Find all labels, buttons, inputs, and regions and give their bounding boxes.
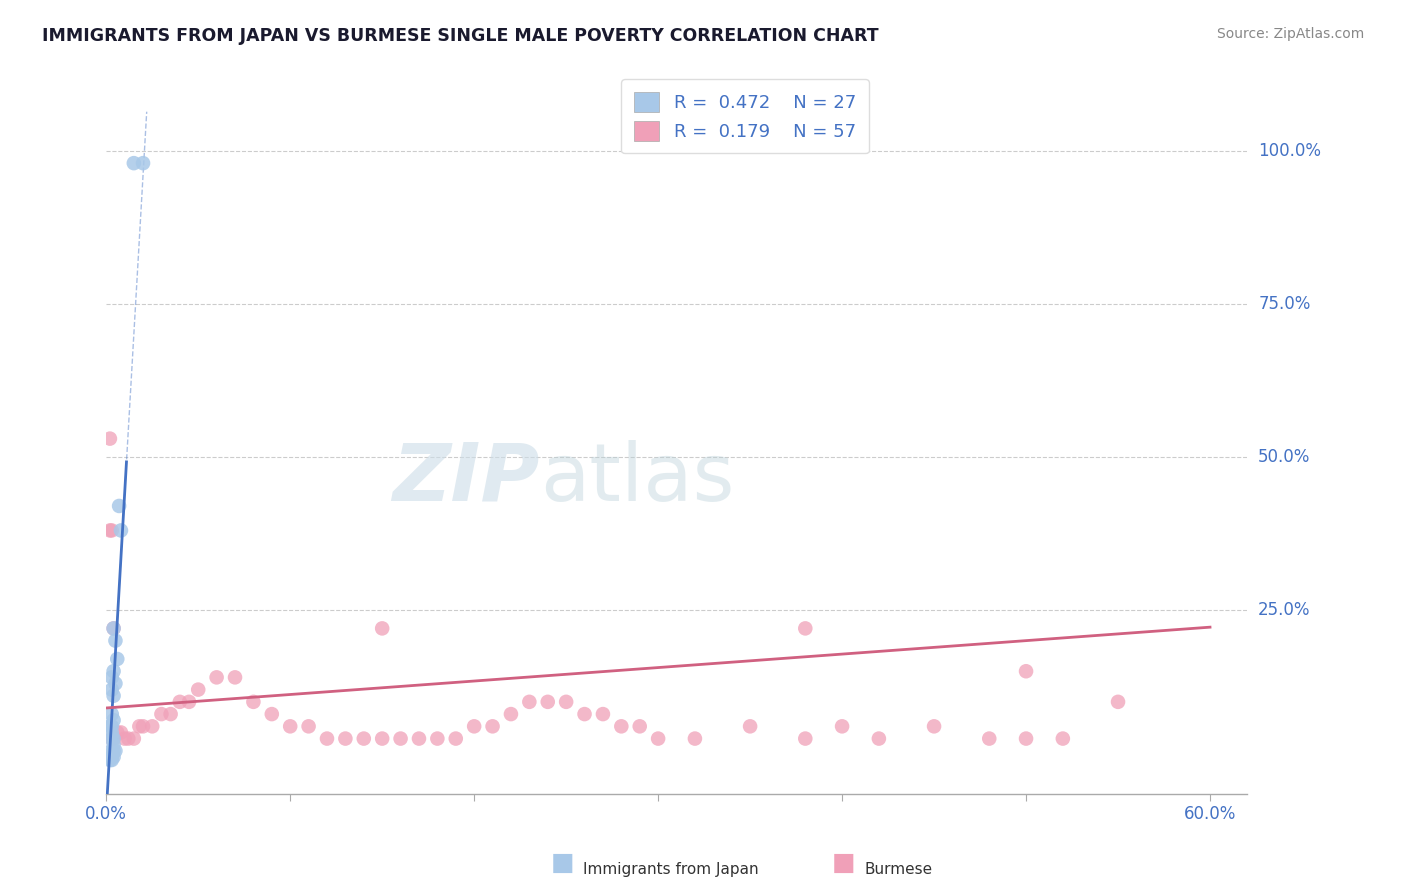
- Point: [98, 524, 121, 538]
- Point: [122, 156, 145, 170]
- Point: [105, 725, 128, 739]
- Point: [979, 731, 1001, 746]
- Point: [98, 753, 121, 767]
- Text: 50.0%: 50.0%: [1258, 448, 1310, 466]
- Point: [868, 731, 890, 746]
- Point: [100, 725, 122, 739]
- Point: [371, 731, 394, 746]
- Text: atlas: atlas: [540, 440, 734, 517]
- Point: [389, 731, 412, 746]
- Point: [1052, 731, 1074, 746]
- Point: [1107, 695, 1129, 709]
- Point: [537, 695, 560, 709]
- Point: [103, 738, 125, 752]
- Point: [103, 750, 125, 764]
- Point: [740, 719, 762, 733]
- Text: 100.0%: 100.0%: [1258, 142, 1322, 160]
- Point: [100, 750, 122, 764]
- Point: [103, 689, 125, 703]
- Point: [371, 621, 394, 635]
- Point: [100, 731, 122, 746]
- Point: [100, 670, 122, 684]
- Point: [114, 731, 136, 746]
- Point: [105, 652, 128, 666]
- Text: ZIP: ZIP: [392, 440, 540, 517]
- Text: IMMIGRANTS FROM JAPAN VS BURMESE SINGLE MALE POVERTY CORRELATION CHART: IMMIGRANTS FROM JAPAN VS BURMESE SINGLE …: [42, 27, 879, 45]
- Point: [108, 499, 131, 513]
- Point: [100, 707, 122, 722]
- Point: [103, 744, 125, 758]
- Text: ■: ■: [551, 851, 574, 875]
- Point: [794, 621, 817, 635]
- Point: [647, 731, 669, 746]
- Point: [100, 744, 122, 758]
- Point: [499, 707, 522, 722]
- Point: [100, 524, 122, 538]
- Point: [117, 731, 139, 746]
- Point: [278, 719, 301, 733]
- Point: [100, 753, 122, 767]
- Point: [98, 719, 121, 733]
- Point: [574, 707, 596, 722]
- Point: [104, 744, 127, 758]
- Point: [187, 682, 209, 697]
- Point: [103, 731, 125, 746]
- Point: [132, 719, 155, 733]
- Point: [104, 676, 127, 690]
- Point: [100, 731, 122, 746]
- Point: [103, 621, 125, 635]
- Point: [426, 731, 449, 746]
- Text: ■: ■: [832, 851, 855, 875]
- Point: [104, 633, 127, 648]
- Point: [683, 731, 706, 746]
- Point: [481, 719, 503, 733]
- Point: [98, 432, 121, 446]
- Point: [922, 719, 945, 733]
- Point: [150, 707, 173, 722]
- Point: [205, 670, 228, 684]
- Point: [517, 695, 540, 709]
- Point: [628, 719, 651, 733]
- Point: [103, 665, 125, 679]
- Point: [100, 682, 122, 697]
- Legend: R =  0.472    N = 27, R =  0.179    N = 57: R = 0.472 N = 27, R = 0.179 N = 57: [621, 79, 869, 153]
- Point: [592, 707, 614, 722]
- Point: [159, 707, 181, 722]
- Text: 25.0%: 25.0%: [1258, 601, 1310, 619]
- Text: Source: ZipAtlas.com: Source: ZipAtlas.com: [1216, 27, 1364, 41]
- Point: [110, 725, 132, 739]
- Point: [353, 731, 375, 746]
- Point: [335, 731, 357, 746]
- Point: [110, 524, 132, 538]
- Text: 75.0%: 75.0%: [1258, 295, 1310, 313]
- Point: [463, 719, 485, 733]
- Point: [122, 731, 145, 746]
- Point: [610, 719, 633, 733]
- Point: [555, 695, 578, 709]
- Point: [100, 719, 122, 733]
- Point: [1015, 665, 1038, 679]
- Point: [242, 695, 264, 709]
- Point: [408, 731, 430, 746]
- Text: Burmese: Burmese: [865, 863, 932, 877]
- Point: [444, 731, 467, 746]
- Point: [141, 719, 163, 733]
- Point: [177, 695, 200, 709]
- Point: [794, 731, 817, 746]
- Point: [103, 621, 125, 635]
- Point: [169, 695, 191, 709]
- Point: [132, 156, 155, 170]
- Point: [260, 707, 283, 722]
- Point: [103, 731, 125, 746]
- Point: [1015, 731, 1038, 746]
- Point: [297, 719, 319, 733]
- Point: [831, 719, 853, 733]
- Point: [128, 719, 150, 733]
- Point: [103, 713, 125, 727]
- Text: Immigrants from Japan: Immigrants from Japan: [583, 863, 759, 877]
- Point: [316, 731, 339, 746]
- Point: [224, 670, 246, 684]
